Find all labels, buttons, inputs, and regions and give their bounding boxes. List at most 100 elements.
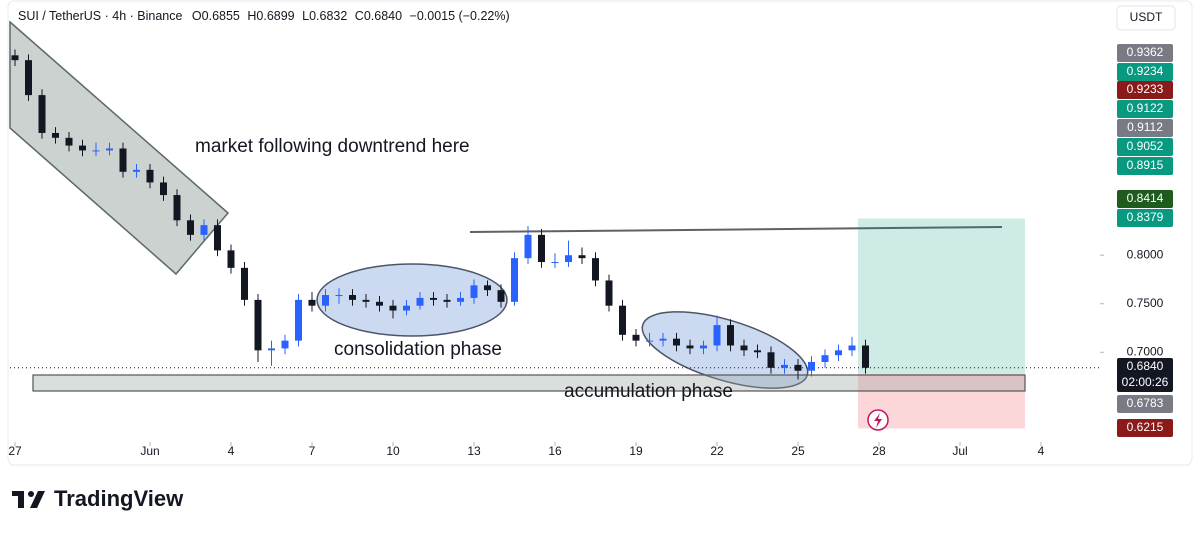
logo-part xyxy=(28,491,34,497)
candle-body xyxy=(551,262,559,264)
candle-body xyxy=(565,255,573,263)
price-label-text: 0.6840 xyxy=(1127,359,1164,373)
candle-body xyxy=(713,325,721,346)
price-label xyxy=(1117,138,1173,156)
candle-body xyxy=(348,295,356,300)
annotation: consolidation phase xyxy=(334,339,502,360)
price-label xyxy=(1117,209,1173,227)
drawings xyxy=(10,218,1100,429)
ohlc-key: O xyxy=(192,9,202,23)
y-tick-label: 0.8000 xyxy=(1127,247,1164,261)
price-label xyxy=(1117,190,1173,208)
price-label xyxy=(1117,395,1173,413)
candle-body xyxy=(429,297,437,300)
price-label xyxy=(1117,419,1173,437)
candle-body xyxy=(294,299,302,341)
candle-body xyxy=(375,301,383,306)
x-tick-label: 4 xyxy=(228,444,235,458)
ohlc-key: L xyxy=(302,9,309,23)
x-tick-label: 19 xyxy=(629,444,643,458)
ohlc-key: H xyxy=(247,9,256,23)
candle-body xyxy=(416,297,424,306)
price-label-text: 0.9112 xyxy=(1127,120,1163,134)
price-label xyxy=(1117,63,1173,81)
alert-icon-bolt xyxy=(874,413,882,428)
price-label-text: 0.9052 xyxy=(1127,139,1164,153)
logo-part xyxy=(30,491,45,508)
candle-body xyxy=(24,60,32,96)
axes: 0.7000 0.7500 0.8000 27 Jun 4 7 10 13 16 19 22 25 28 J… xyxy=(8,44,1173,458)
candle-body xyxy=(321,295,329,306)
candle-body xyxy=(240,267,248,300)
countdown: 02:00:26 xyxy=(1122,375,1169,389)
candle-body xyxy=(673,338,681,346)
candle-body xyxy=(267,348,275,351)
currency-button[interactable] xyxy=(1116,5,1176,31)
candle-body xyxy=(443,299,451,302)
price-label xyxy=(1117,157,1173,175)
candle-body xyxy=(281,340,289,349)
candle-body xyxy=(38,95,46,133)
candle-body xyxy=(78,145,86,151)
candle-body xyxy=(510,258,518,302)
candle-body xyxy=(456,297,464,302)
candle-body xyxy=(146,169,154,183)
price-label xyxy=(1117,119,1173,137)
change: −0.0015 (−0.22%) xyxy=(410,9,510,23)
annotation: accumulation phase xyxy=(564,381,733,402)
logo-part xyxy=(18,491,24,508)
candle-body xyxy=(119,148,127,172)
ohlc-key: C xyxy=(355,9,364,23)
candle-body xyxy=(848,345,856,351)
candle-body xyxy=(835,350,843,356)
candle-body xyxy=(619,305,627,335)
chart-header: SUI / TetherUS · 4h · Binance O0.6855 H0… xyxy=(18,9,510,23)
candle-body xyxy=(781,364,789,368)
candle-body xyxy=(51,132,59,138)
candle-body xyxy=(173,195,181,221)
candle-body xyxy=(470,285,478,298)
candle-body xyxy=(524,234,532,259)
candle-body xyxy=(362,299,370,302)
candle-body xyxy=(335,295,343,297)
consolidation-ellipse xyxy=(316,263,508,337)
annotation: market following downtrend here xyxy=(195,136,470,157)
candle-body xyxy=(11,55,19,61)
candle-body xyxy=(308,299,316,306)
ohlc-value: 0.6899 xyxy=(256,9,294,23)
resistance-line xyxy=(469,226,1003,233)
candle-body xyxy=(754,350,762,353)
candle-body xyxy=(227,250,235,268)
candle-body xyxy=(862,345,870,368)
price-label xyxy=(1117,44,1173,62)
candle-body xyxy=(402,305,410,311)
price-label xyxy=(1117,358,1173,392)
candle-body xyxy=(132,169,140,172)
support-zone xyxy=(32,374,1026,392)
candle-body xyxy=(646,340,654,342)
price-label-text: 0.8414 xyxy=(1127,191,1164,205)
x-tick-label: 16 xyxy=(548,444,562,458)
candle-body xyxy=(92,150,100,152)
chart-panel xyxy=(7,0,1193,466)
candle-body xyxy=(821,355,829,362)
price-label xyxy=(1117,81,1173,99)
brand-name: TradingView xyxy=(54,486,184,511)
x-tick-label: 22 xyxy=(710,444,724,458)
candle-body xyxy=(537,234,545,263)
candle-body xyxy=(659,338,667,341)
x-tick-label: 10 xyxy=(386,444,400,458)
brand-logo xyxy=(12,491,45,508)
price-label-text: 0.9233 xyxy=(1127,82,1164,96)
candle-body xyxy=(483,285,491,291)
candle-body xyxy=(105,148,113,151)
candle-body xyxy=(592,258,600,281)
target-zone xyxy=(858,218,1025,374)
x-tick-label: 4 xyxy=(1038,444,1045,458)
price-label xyxy=(1117,100,1173,118)
candle-body xyxy=(632,334,640,341)
symbol: SUI / TetherUS · 4h · Binance xyxy=(18,9,182,23)
candle-body xyxy=(700,345,708,349)
